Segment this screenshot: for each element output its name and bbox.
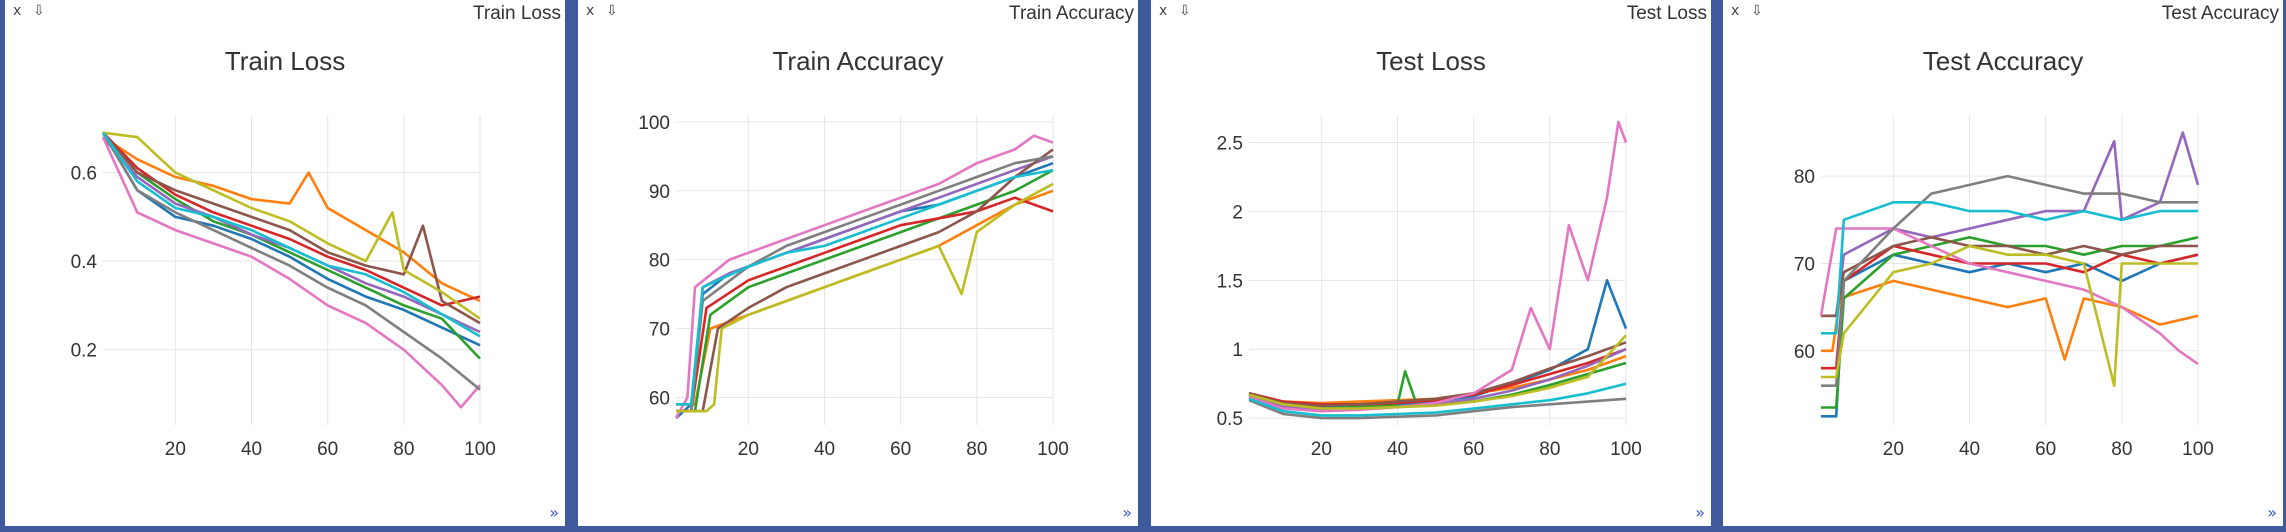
close-icon[interactable]: x — [1159, 3, 1168, 19]
chart-title: Test Loss — [1376, 46, 1486, 76]
x-tick-label: 80 — [1539, 439, 1560, 460]
x-tick-label: 20 — [1883, 439, 1904, 460]
series-line — [676, 168, 1054, 413]
window-title: Test Accuracy — [2161, 3, 2279, 24]
line-chart: Train Loss 20 40 60 80 100 0.2 0.4 0.6 — [71, 46, 496, 460]
series-line — [1248, 382, 1627, 417]
close-icon[interactable]: x — [13, 3, 22, 19]
series-line — [1821, 244, 2198, 388]
series-line — [102, 131, 481, 360]
chart-panel: x ⇩ Test Accuracy » Test Accuracy 20 40 60 80 100… — [1723, 0, 2283, 526]
chart-title: Train Loss — [225, 46, 345, 76]
x-tick-label: 100 — [2182, 439, 2214, 460]
x-tick-label: 60 — [1463, 439, 1484, 460]
line-chart: Test Loss 20 40 60 80 100 0.5 1 1.5 2 2.5 — [1217, 46, 1642, 460]
series-line — [1821, 236, 2198, 318]
x-tick-label: 40 — [1959, 439, 1980, 460]
y-tick-label: 60 — [649, 388, 670, 409]
y-tick-label: 100 — [638, 113, 670, 134]
x-tick-label: 40 — [1387, 439, 1408, 460]
series-line — [102, 131, 481, 320]
x-tick-label: 20 — [738, 439, 759, 460]
series-line — [1821, 236, 2199, 409]
series-line — [676, 148, 1054, 413]
close-icon[interactable]: x — [1731, 3, 1740, 19]
series-line — [101, 132, 481, 391]
chart-title: Train Accuracy — [773, 46, 944, 76]
series-line — [1821, 201, 2198, 335]
series-line — [676, 196, 1054, 413]
x-tick-label: 80 — [393, 439, 414, 460]
x-tick-label: 80 — [2111, 439, 2132, 460]
x-tick-label: 20 — [1311, 439, 1332, 460]
resize-handle-icon[interactable]: » — [1695, 503, 1705, 522]
series-line — [674, 134, 1054, 419]
y-tick-label: 0.5 — [1217, 409, 1243, 430]
series-line — [101, 131, 481, 338]
x-tick-label: 60 — [890, 439, 911, 460]
chart-panel: x ⇩ Test Loss » Test Loss 20 40 60 80 100 0.5 1 1.5 2… — [1151, 0, 1711, 526]
download-icon[interactable]: ⇩ — [33, 3, 45, 19]
series-line — [1821, 131, 2200, 318]
series-line — [1821, 174, 2198, 388]
y-tick-label: 1.5 — [1217, 271, 1243, 292]
series-line — [1248, 278, 1628, 409]
series-line — [1248, 341, 1627, 408]
x-tick-label: 40 — [814, 439, 835, 460]
y-tick-label: 60 — [1794, 342, 1815, 363]
window-title: Train Loss — [473, 3, 561, 24]
x-tick-label: 60 — [317, 439, 338, 460]
window-title: Test Loss — [1626, 3, 1707, 24]
x-tick-label: 60 — [2035, 439, 2056, 460]
series-line — [1248, 397, 1627, 420]
series-line — [101, 132, 481, 347]
resize-handle-icon[interactable]: » — [1122, 503, 1132, 522]
series-line — [676, 182, 1054, 413]
y-tick-label: 80 — [1794, 167, 1815, 188]
series-line — [1248, 120, 1628, 413]
series-line — [102, 131, 481, 325]
y-tick-label: 80 — [649, 251, 670, 272]
y-tick-label: 1 — [1232, 340, 1243, 361]
x-tick-label: 80 — [966, 439, 987, 460]
close-icon[interactable]: x — [586, 3, 595, 19]
y-tick-label: 0.6 — [71, 164, 97, 185]
chart-panel: x ⇩ Train Loss » Train Loss 20 40 60 80 100 0.2 0.4… — [5, 0, 565, 526]
y-tick-label: 90 — [649, 182, 670, 203]
x-tick-label: 100 — [1610, 439, 1642, 460]
series-line — [1819, 227, 2199, 365]
x-tick-label: 100 — [464, 439, 496, 460]
series-line — [1248, 347, 1627, 406]
line-chart: Test Accuracy 20 40 60 80 100 60 70 80 — [1794, 46, 2214, 460]
download-icon[interactable]: ⇩ — [1179, 3, 1191, 19]
resize-handle-icon[interactable]: » — [549, 503, 559, 522]
resize-handle-icon[interactable]: » — [2267, 503, 2277, 522]
series-line — [1248, 334, 1627, 410]
window-title: Train Accuracy — [1009, 3, 1134, 24]
series-line — [1821, 253, 2199, 418]
y-tick-label: 2 — [1232, 202, 1243, 223]
y-tick-label: 70 — [1794, 254, 1815, 275]
y-tick-label: 70 — [649, 320, 670, 341]
y-tick-label: 0.2 — [71, 341, 97, 362]
y-tick-label: 0.4 — [71, 252, 98, 273]
x-tick-label: 100 — [1037, 439, 1069, 460]
chart-panel: x ⇩ Train Accuracy » Train Accuracy 20 40 60 80 1… — [578, 0, 1138, 526]
y-tick-label: 2.5 — [1217, 134, 1243, 155]
series-line — [102, 136, 481, 303]
x-tick-label: 20 — [165, 439, 186, 460]
series-line — [101, 136, 481, 409]
download-icon[interactable]: ⇩ — [1751, 3, 1763, 19]
series-line — [676, 168, 1054, 406]
chart-title: Test Accuracy — [1923, 46, 2083, 76]
download-icon[interactable]: ⇩ — [606, 3, 618, 19]
x-tick-label: 40 — [241, 439, 262, 460]
line-chart: Train Accuracy 20 40 60 80 100 60 70 80 90 100 — [638, 46, 1069, 460]
